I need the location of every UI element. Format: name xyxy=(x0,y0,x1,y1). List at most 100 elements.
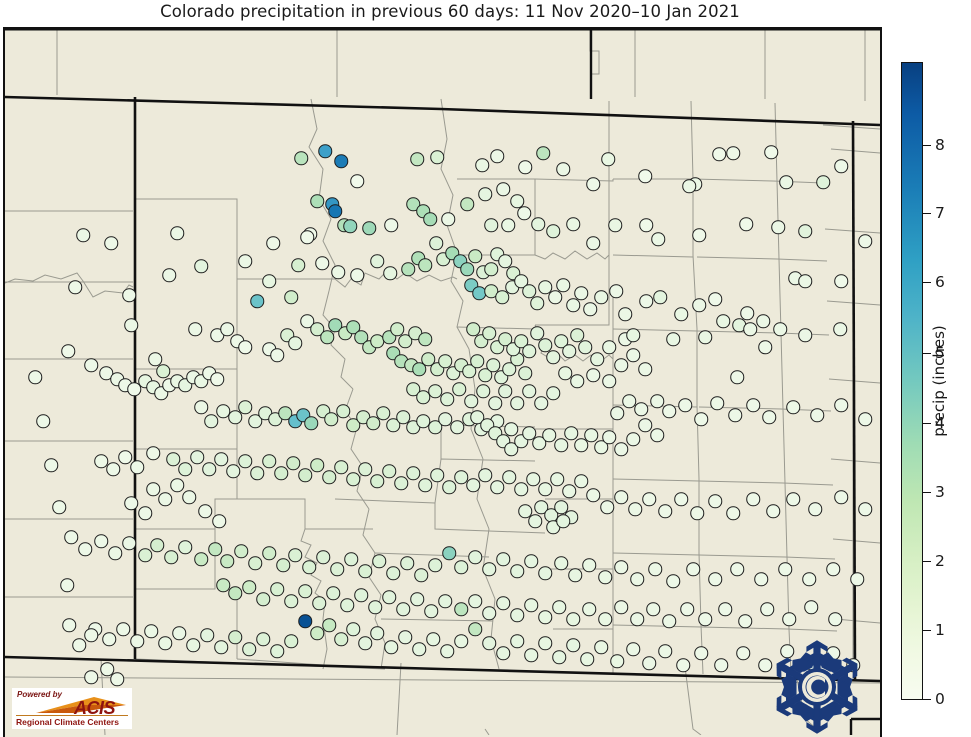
station-marker[interactable] xyxy=(630,572,644,586)
station-marker[interactable] xyxy=(202,462,216,476)
station-marker[interactable] xyxy=(302,560,316,574)
station-marker[interactable] xyxy=(476,384,490,398)
station-marker[interactable] xyxy=(270,644,284,658)
station-marker[interactable] xyxy=(762,410,776,424)
station-marker[interactable] xyxy=(310,194,324,208)
station-marker[interactable] xyxy=(170,226,184,240)
station-marker[interactable] xyxy=(662,404,676,418)
station-marker[interactable] xyxy=(384,218,398,232)
station-marker[interactable] xyxy=(350,268,364,282)
station-marker[interactable] xyxy=(726,146,740,160)
station-marker[interactable] xyxy=(638,169,652,183)
station-marker[interactable] xyxy=(484,262,498,276)
station-marker[interactable] xyxy=(680,602,694,616)
station-marker[interactable] xyxy=(256,592,270,606)
station-marker[interactable] xyxy=(234,544,248,558)
station-marker[interactable] xyxy=(698,612,712,626)
station-marker[interactable] xyxy=(490,480,504,494)
station-marker[interactable] xyxy=(460,262,474,276)
station-marker[interactable] xyxy=(72,638,86,652)
station-marker[interactable] xyxy=(858,234,872,248)
station-marker[interactable] xyxy=(226,464,240,478)
station-marker[interactable] xyxy=(495,290,509,304)
station-marker[interactable] xyxy=(68,280,82,294)
station-marker[interactable] xyxy=(416,390,430,404)
station-marker[interactable] xyxy=(524,648,538,662)
station-marker[interactable] xyxy=(594,640,608,654)
station-marker[interactable] xyxy=(686,562,700,576)
station-marker[interactable] xyxy=(248,414,262,428)
station-marker[interactable] xyxy=(566,217,580,231)
station-marker[interactable] xyxy=(798,224,812,238)
station-marker[interactable] xyxy=(216,578,230,592)
station-marker[interactable] xyxy=(288,336,302,350)
station-marker[interactable] xyxy=(228,630,242,644)
station-marker[interactable] xyxy=(423,212,437,226)
station-marker[interactable] xyxy=(44,458,58,472)
station-marker[interactable] xyxy=(238,254,252,268)
station-marker[interactable] xyxy=(220,554,234,568)
station-marker[interactable] xyxy=(428,420,442,434)
station-marker[interactable] xyxy=(728,408,742,422)
station-marker[interactable] xyxy=(340,598,354,612)
station-marker[interactable] xyxy=(148,352,162,366)
station-marker[interactable] xyxy=(324,412,338,426)
station-marker[interactable] xyxy=(100,662,114,676)
station-marker[interactable] xyxy=(584,428,598,442)
station-marker[interactable] xyxy=(276,558,290,572)
station-marker[interactable] xyxy=(262,454,276,468)
station-marker[interactable] xyxy=(468,249,482,263)
station-marker[interactable] xyxy=(609,284,623,298)
station-marker[interactable] xyxy=(418,478,432,492)
station-marker[interactable] xyxy=(430,150,444,164)
station-marker[interactable] xyxy=(646,602,660,616)
station-marker[interactable] xyxy=(326,586,340,600)
station-marker[interactable] xyxy=(740,306,754,320)
station-marker[interactable] xyxy=(438,354,452,368)
station-marker[interactable] xyxy=(528,514,542,528)
station-marker[interactable] xyxy=(808,502,822,516)
station-marker[interactable] xyxy=(780,644,794,658)
station-marker[interactable] xyxy=(550,472,564,486)
station-marker[interactable] xyxy=(639,294,653,308)
station-marker[interactable] xyxy=(104,236,118,250)
station-marker[interactable] xyxy=(546,386,560,400)
station-marker[interactable] xyxy=(108,546,122,560)
station-marker[interactable] xyxy=(270,582,284,596)
station-marker[interactable] xyxy=(602,374,616,388)
station-marker[interactable] xyxy=(554,556,568,570)
station-marker[interactable] xyxy=(386,418,400,432)
station-marker[interactable] xyxy=(518,160,532,174)
station-marker[interactable] xyxy=(594,290,608,304)
station-marker[interactable] xyxy=(482,636,496,650)
station-marker[interactable] xyxy=(150,538,164,552)
station-marker[interactable] xyxy=(454,560,468,574)
station-marker[interactable] xyxy=(475,158,489,172)
station-marker[interactable] xyxy=(638,418,652,432)
station-marker[interactable] xyxy=(743,322,757,336)
map-panel[interactable] xyxy=(3,27,882,737)
station-marker[interactable] xyxy=(566,612,580,626)
station-marker[interactable] xyxy=(62,618,76,632)
station-marker[interactable] xyxy=(438,412,452,426)
station-marker[interactable] xyxy=(710,396,724,410)
station-marker[interactable] xyxy=(758,340,772,354)
station-marker[interactable] xyxy=(450,420,464,434)
station-marker[interactable] xyxy=(760,602,774,616)
station-marker[interactable] xyxy=(532,436,546,450)
station-marker[interactable] xyxy=(84,670,98,684)
station-marker[interactable] xyxy=(658,644,672,658)
station-marker[interactable] xyxy=(468,550,482,564)
station-marker[interactable] xyxy=(412,642,426,656)
station-marker[interactable] xyxy=(384,640,398,654)
station-marker[interactable] xyxy=(608,218,622,232)
station-marker[interactable] xyxy=(454,634,468,648)
station-marker[interactable] xyxy=(320,330,334,344)
station-marker[interactable] xyxy=(346,472,360,486)
station-marker[interactable] xyxy=(484,218,498,232)
station-marker[interactable] xyxy=(610,654,624,668)
station-marker[interactable] xyxy=(602,430,616,444)
station-marker[interactable] xyxy=(556,278,570,292)
station-marker[interactable] xyxy=(36,414,50,428)
station-marker[interactable] xyxy=(478,187,492,201)
